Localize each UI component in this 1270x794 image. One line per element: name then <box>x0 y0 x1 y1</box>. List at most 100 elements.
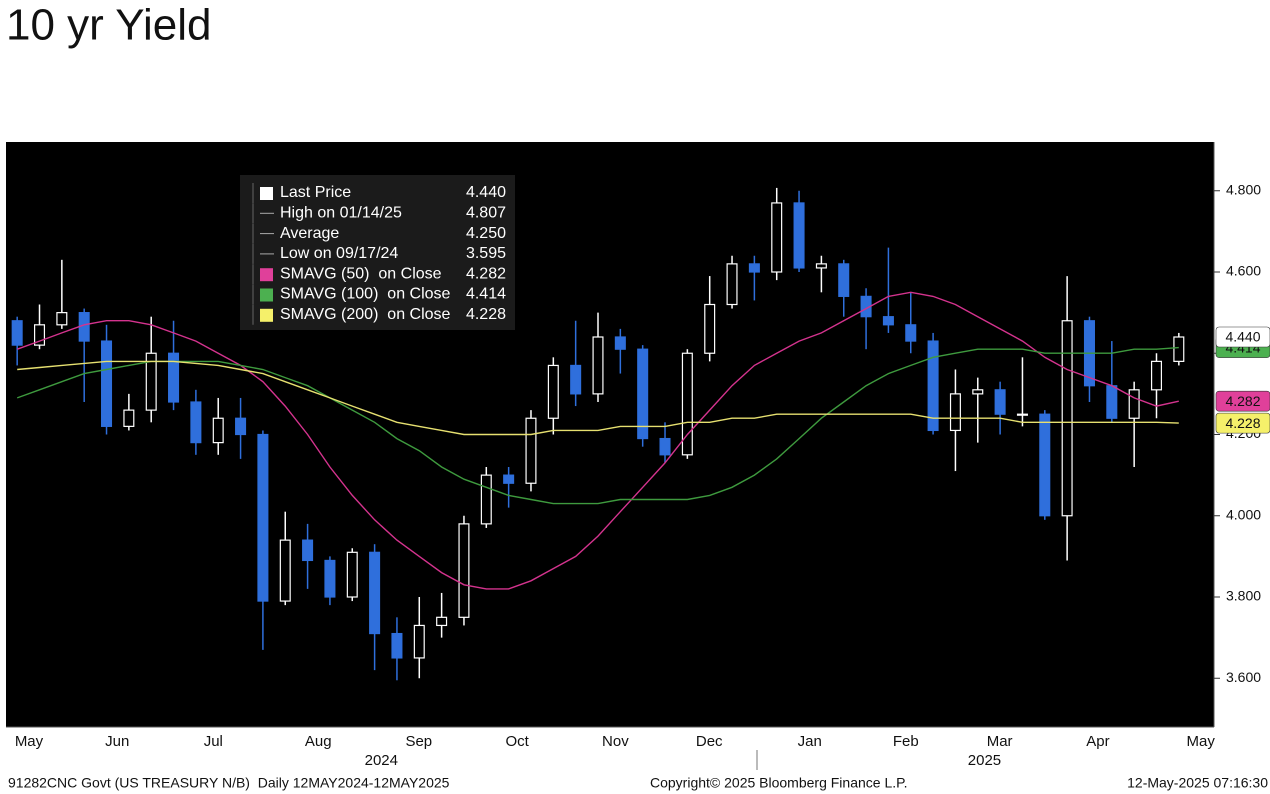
footer-center: Copyright© 2025 Bloomberg Finance L.P. <box>650 775 908 791</box>
candle-body <box>771 202 783 273</box>
legend-label: Average <box>280 225 339 242</box>
legend-label: High on 01/14/25 <box>280 205 402 222</box>
candle-body <box>324 559 336 598</box>
candle-body <box>346 551 358 598</box>
legend-value: 3.595 <box>466 245 506 262</box>
chart-title: 10 yr Yield <box>6 1 211 50</box>
candle-body <box>815 263 827 269</box>
last-price-tag <box>1215 326 1270 348</box>
legend-label: SMAVG (100) on Close <box>280 286 451 303</box>
candle-body <box>503 474 515 484</box>
candle-body <box>458 523 470 618</box>
candle-body <box>748 263 760 273</box>
legend-swatch <box>260 288 273 302</box>
candle-body <box>56 312 68 326</box>
legend-swatch <box>260 308 273 322</box>
candle-body <box>1128 389 1140 419</box>
candle-body <box>592 336 604 395</box>
legend-label: SMAVG (50) on Close <box>280 265 442 282</box>
candle-body <box>1039 413 1051 517</box>
plot-area <box>6 142 1214 727</box>
x-tick-label: May <box>15 733 44 750</box>
candle-body <box>480 474 492 525</box>
x-tick-label: Feb <box>893 733 919 750</box>
candle-body <box>927 340 939 432</box>
candle-body <box>704 303 716 354</box>
y-tick-label: 4.800 <box>1226 181 1261 197</box>
year-label: 2024 <box>365 752 398 769</box>
candle-body <box>33 324 46 346</box>
legend-label: SMAVG (200) on Close <box>280 306 451 323</box>
sma-line <box>16 291 1179 590</box>
x-tick-label: Oct <box>505 733 529 750</box>
x-tick-label: Apr <box>1086 733 1109 750</box>
year-label: 2025 <box>968 752 1001 769</box>
legend-value: 4.282 <box>466 265 506 282</box>
legend-swatch <box>260 268 273 282</box>
x-tick-label: Aug <box>305 733 332 750</box>
candle-body <box>614 336 626 350</box>
candle-body <box>257 433 269 602</box>
candle-body <box>1173 336 1185 362</box>
x-tick-label: Dec <box>696 733 723 750</box>
candle-body <box>212 417 224 444</box>
legend-box <box>240 175 515 330</box>
candle-body <box>168 352 180 403</box>
candle-body <box>681 352 693 456</box>
candle-body <box>570 364 582 395</box>
candle-body <box>659 437 671 456</box>
candle-body <box>279 539 291 602</box>
candle-body <box>1016 413 1028 416</box>
candle-body <box>123 409 135 427</box>
candle-body <box>949 393 961 432</box>
candle-body <box>78 312 90 342</box>
last-price-tag-label: 4.440 <box>1225 329 1260 345</box>
legend-value: 4.807 <box>466 205 506 222</box>
candle-body <box>413 624 425 659</box>
y-tick-label: 3.600 <box>1226 669 1261 685</box>
candle-body <box>101 340 113 427</box>
sma-line <box>16 346 1179 505</box>
candle-body <box>905 324 917 342</box>
candle-body <box>1061 320 1073 517</box>
candle-body <box>391 632 403 659</box>
value-tag-label: 4.228 <box>1225 415 1260 431</box>
legend-label: Last Price <box>280 184 351 201</box>
candle-body <box>302 539 314 562</box>
x-tick-label: Nov <box>602 733 629 750</box>
candle-body <box>190 401 202 444</box>
legend-label: Low on 09/17/24 <box>280 245 398 262</box>
candle-body <box>235 417 247 436</box>
x-tick-label: May <box>1187 733 1216 750</box>
candle-body <box>726 263 738 306</box>
footer-left: 91282CNC Govt (US TREASURY N/B) Daily 12… <box>8 775 450 791</box>
value-tag <box>1215 390 1270 412</box>
y-tick-label: 3.800 <box>1226 588 1261 604</box>
legend-swatch <box>260 187 273 200</box>
candle-body <box>369 551 381 635</box>
x-tick-label: Mar <box>987 733 1013 750</box>
x-tick-label: Jul <box>204 733 223 750</box>
x-tick-label: Jun <box>105 733 129 750</box>
candle-body <box>1106 385 1118 419</box>
candle-body <box>838 263 850 297</box>
candle-body <box>525 417 537 484</box>
legend-value: 4.440 <box>466 184 506 201</box>
value-tag <box>1215 412 1270 434</box>
legend-value: 4.414 <box>466 286 506 303</box>
footer-right: 12-May-2025 07:16:30 <box>1127 775 1268 791</box>
x-tick-label: Jan <box>798 733 822 750</box>
y-tick-label: 4.600 <box>1226 263 1261 279</box>
candle-body <box>11 320 23 346</box>
legend-value: 4.250 <box>466 225 506 242</box>
sma-line <box>17 360 1179 436</box>
y-tick-label: 4.000 <box>1226 506 1261 522</box>
x-tick-label: Sep <box>405 733 432 750</box>
legend-value: 4.228 <box>466 306 506 323</box>
candle-body <box>1150 360 1163 391</box>
candle-body <box>145 352 157 411</box>
candle-body <box>972 389 984 395</box>
candle-body <box>547 364 559 419</box>
candle-body <box>994 389 1006 415</box>
